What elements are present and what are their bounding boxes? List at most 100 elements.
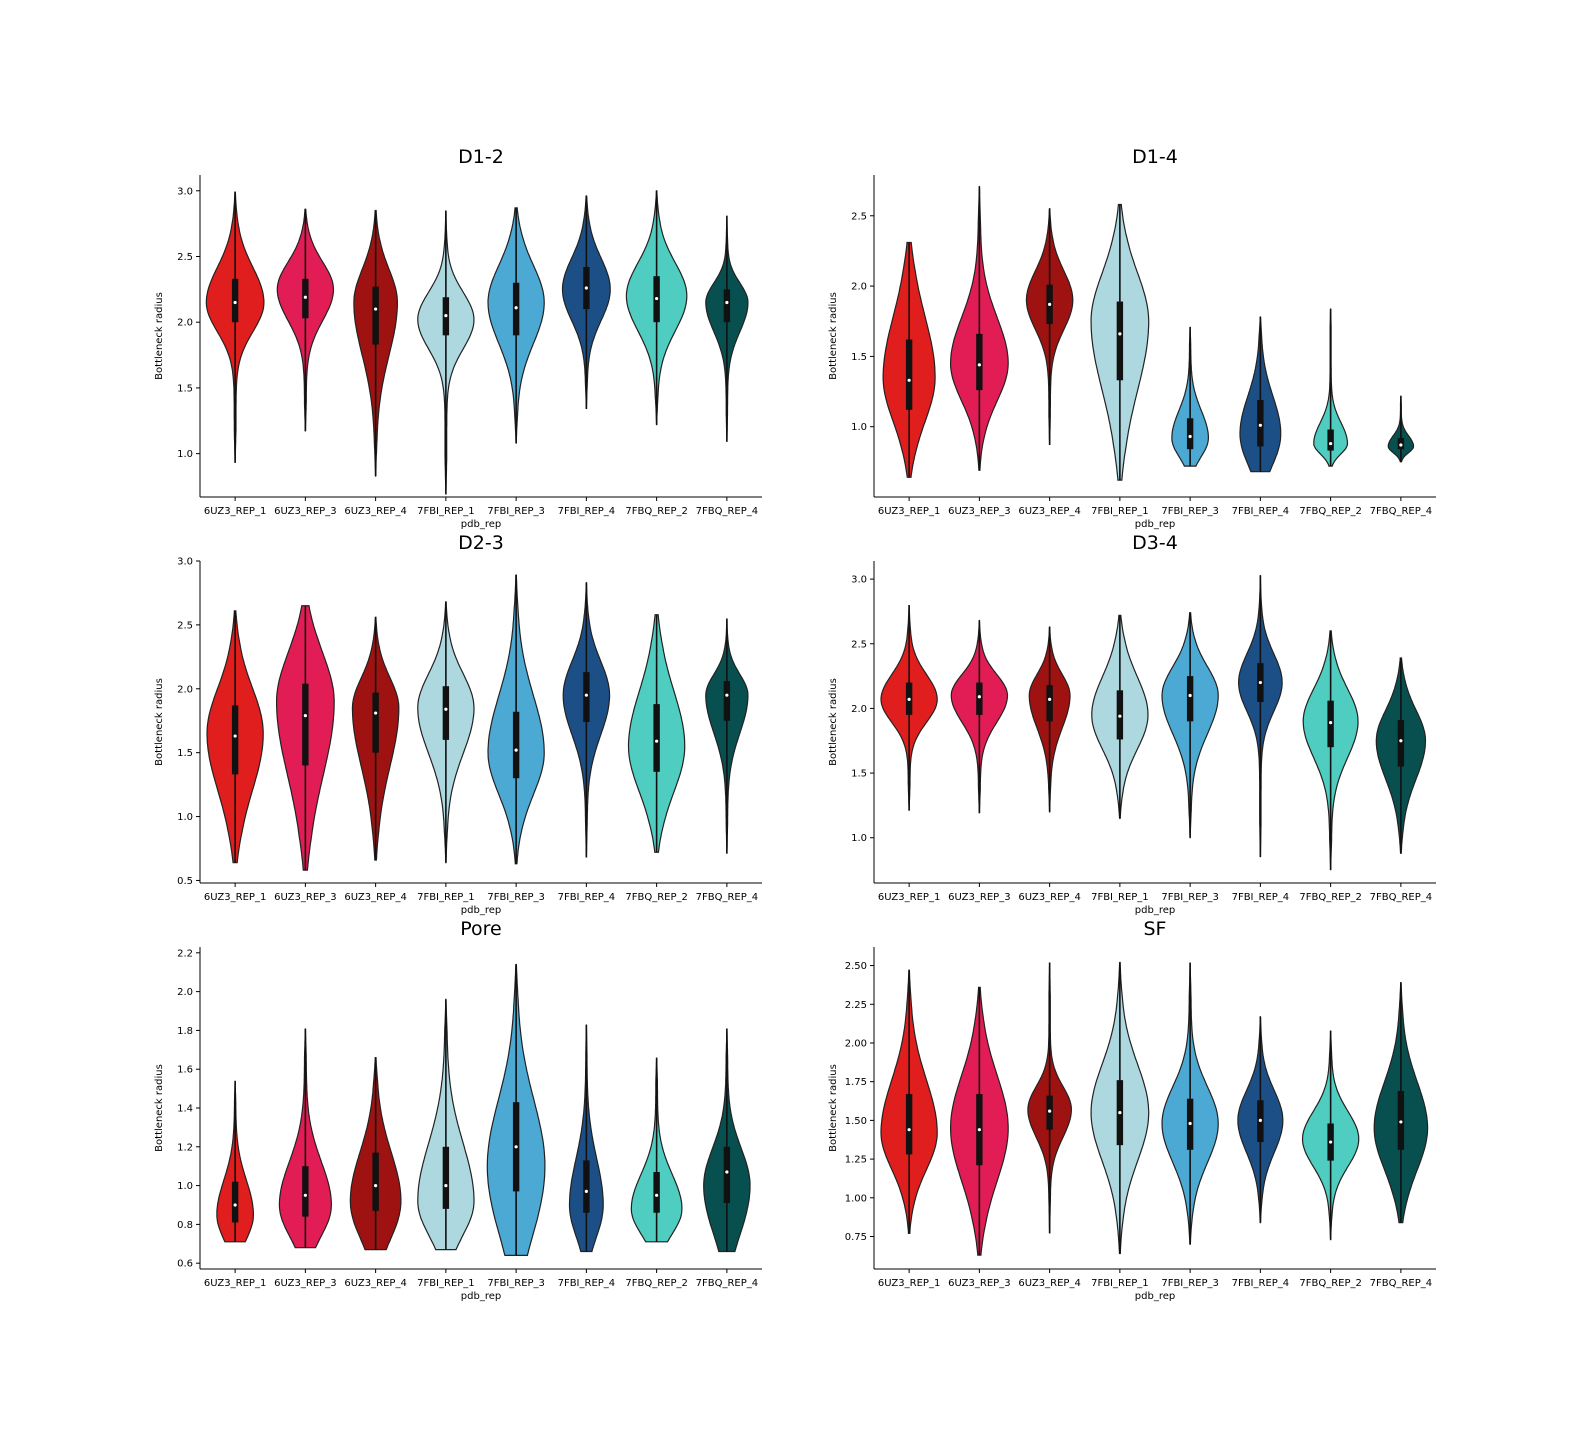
x-tick-label: 7FBI_REP_4: [558, 892, 616, 903]
violin-6UZ3_REP_3: [950, 986, 1009, 1256]
violin-median-dot: [374, 307, 378, 311]
x-tick-label: 6UZ3_REP_3: [948, 1278, 1010, 1289]
x-tick-label: 7FBQ_REP_2: [1299, 1278, 1362, 1289]
violin-7FBQ_REP_2: [1313, 308, 1349, 467]
x-tick-label: 6UZ3_REP_4: [344, 506, 406, 517]
x-tick-label: 7FBI_REP_1: [417, 506, 475, 517]
x-tick-label: 6UZ3_REP_1: [204, 506, 266, 517]
x-axis-label: pdb_rep: [1135, 519, 1175, 530]
panel-title: SF: [1144, 918, 1167, 940]
x-tick-label: 7FBI_REP_3: [1161, 506, 1219, 517]
violin-median-dot: [907, 1128, 911, 1132]
x-axis-label: pdb_rep: [461, 905, 501, 916]
x-tick-label: 7FBI_REP_3: [1161, 1278, 1219, 1289]
x-tick-label: 6UZ3_REP_3: [274, 506, 336, 517]
violin-median-dot: [1399, 739, 1403, 743]
violin-7FBI_REP_1: [1091, 614, 1149, 819]
violin-iqr-box: [372, 286, 379, 345]
violin-7FBQ_REP_4: [705, 215, 749, 442]
violin-median-dot: [514, 306, 518, 310]
violin-median-dot: [1399, 443, 1403, 447]
y-tick-label: 2.0: [177, 987, 193, 998]
x-tick-label: 6UZ3_REP_1: [878, 506, 940, 517]
x-tick-label: 7FBI_REP_1: [1091, 892, 1149, 903]
x-tick-label: 7FBI_REP_3: [1161, 892, 1219, 903]
y-tick-label: 1.0: [177, 1181, 193, 1192]
violin-median-dot: [655, 739, 659, 743]
y-tick-label: 1.5: [177, 748, 193, 759]
violin-iqr-box: [905, 1094, 913, 1155]
violin-7FBQ_REP_2: [1301, 1030, 1360, 1241]
y-tick-label: 1.4: [177, 1104, 193, 1115]
violin-median-dot: [303, 295, 307, 299]
violin-iqr-box: [653, 704, 660, 772]
y-tick-label: 1.25: [845, 1155, 867, 1166]
x-tick-label: 6UZ3_REP_4: [344, 892, 406, 903]
x-tick-label: 7FBQ_REP_4: [1370, 892, 1433, 903]
x-axis-label: pdb_rep: [1135, 1291, 1175, 1302]
violin-iqr-box: [372, 1152, 379, 1211]
violin-median-dot: [1048, 302, 1052, 306]
violin-median-dot: [977, 1128, 981, 1132]
violin-iqr-box: [653, 1172, 660, 1213]
x-tick-label: 7FBQ_REP_4: [696, 892, 759, 903]
violin-median-dot: [977, 695, 981, 699]
x-tick-label: 7FBQ_REP_2: [625, 1278, 688, 1289]
violin-iqr-box: [723, 1146, 731, 1204]
violin-iqr-box: [231, 278, 239, 323]
panel-title: D3-4: [1132, 532, 1178, 554]
violin-7FBI_REP_3: [487, 207, 545, 444]
violin-6UZ3_REP_4: [1027, 962, 1073, 1234]
panel-pore: Pore 0.6 0.8 1.0 1.2 1.4 1.6 1.8 2.0 2.2 6UZ3_REP_…: [154, 918, 762, 1302]
panel-title: D2-3: [458, 532, 504, 554]
violin-6UZ3_REP_1: [882, 241, 936, 478]
violin-7FBI_REP_1: [417, 210, 475, 495]
violin-7FBI_REP_4: [568, 1024, 604, 1253]
x-tick-label: 7FBI_REP_4: [1232, 892, 1290, 903]
y-axis-label: Bottleneck radius: [154, 292, 165, 380]
y-tick-label: 1.0: [851, 422, 867, 433]
panel-d2-3: D2-3 0.5 1.0 1.5 2.0 2.5 3.0 6UZ3_REP_1 6UZ3_REP…: [154, 532, 762, 916]
panel-d1-4: D1-4 1.0 1.5 2.0 2.5 6UZ3_REP_1 6UZ3_REP_3 6UZ3…: [828, 146, 1436, 530]
x-tick-label: 7FBI_REP_4: [1232, 1278, 1290, 1289]
violin-7FBI_REP_4: [562, 582, 611, 858]
y-tick-label: 0.6: [177, 1259, 193, 1270]
violin-6UZ3_REP_1: [205, 191, 265, 463]
x-tick-label: 7FBI_REP_4: [1232, 506, 1290, 517]
panel-title: D1-2: [458, 146, 504, 168]
violin-median-dot: [584, 693, 588, 697]
violin-iqr-box: [723, 289, 731, 323]
violin-iqr-box: [231, 705, 239, 775]
violin-median-dot: [725, 693, 729, 697]
y-tick-label: 1.0: [177, 812, 193, 823]
x-tick-label: 7FBQ_REP_4: [1370, 1278, 1433, 1289]
y-axis-label: Bottleneck radius: [154, 678, 165, 766]
violin-median-dot: [977, 363, 981, 367]
violin-7FBI_REP_4: [1239, 316, 1282, 473]
y-tick-label: 1.0: [851, 833, 867, 844]
violin-median-dot: [233, 734, 237, 738]
violin-iqr-box: [976, 682, 983, 715]
x-tick-label: 7FBQ_REP_2: [1299, 892, 1362, 903]
violin-median-dot: [1399, 1120, 1403, 1124]
y-tick-label: 0.8: [177, 1220, 193, 1231]
violin-median-dot: [1118, 714, 1122, 718]
x-tick-label: 6UZ3_REP_4: [1018, 892, 1080, 903]
violin-7FBI_REP_3: [486, 963, 546, 1256]
violin-7FBI_REP_3: [1161, 612, 1219, 839]
violin-7FBQ_REP_2: [625, 190, 688, 426]
x-tick-label: 6UZ3_REP_1: [204, 1278, 266, 1289]
x-tick-label: 7FBI_REP_1: [417, 892, 475, 903]
y-axis-label: Bottleneck radius: [154, 1064, 165, 1152]
y-tick-label: 3.0: [177, 186, 193, 197]
violin-iqr-box: [583, 1160, 590, 1213]
y-tick-label: 3.0: [177, 557, 193, 568]
y-tick-label: 1.5: [851, 769, 867, 780]
violin-median-dot: [444, 314, 448, 318]
violin-7FBI_REP_1: [1090, 203, 1150, 481]
x-tick-label: 6UZ3_REP_3: [274, 1278, 336, 1289]
violin-iqr-box: [1257, 399, 1264, 447]
violin-median-dot: [584, 1189, 588, 1194]
violin-median-dot: [1188, 1121, 1192, 1126]
violin-iqr-box: [1116, 301, 1124, 381]
